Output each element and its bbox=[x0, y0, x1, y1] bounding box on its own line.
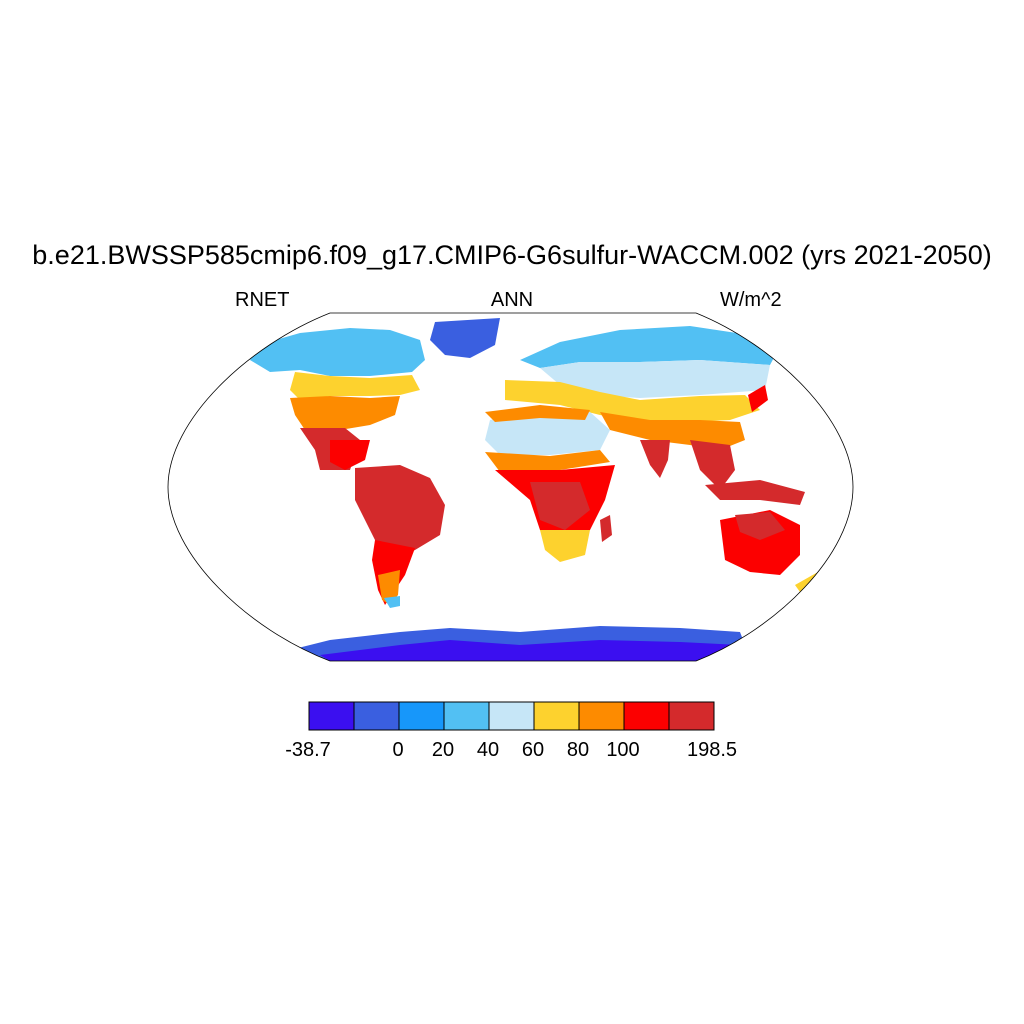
central-africa-core bbox=[530, 482, 590, 530]
colorbar-box bbox=[533, 701, 580, 731]
colorbar-box bbox=[488, 701, 535, 731]
colorbar-tick-label: 40 bbox=[476, 739, 500, 761]
colorbar-box bbox=[443, 701, 490, 731]
season-label: ANN bbox=[490, 289, 534, 311]
units-label: W/m^2 bbox=[720, 289, 782, 311]
australia-north bbox=[735, 512, 785, 540]
eurasia-north bbox=[520, 326, 778, 368]
asia-south bbox=[600, 412, 745, 450]
colorbar bbox=[308, 701, 715, 731]
eurasia-mid bbox=[540, 360, 770, 398]
north-africa-coast bbox=[485, 405, 590, 422]
southern-africa bbox=[540, 530, 590, 562]
colorbar-box bbox=[668, 701, 715, 731]
colorbar-tick-label: 20 bbox=[431, 739, 455, 761]
plot-title: b.e21.BWSSP585cmip6.f09_g17.CMIP6-G6sulf… bbox=[32, 240, 992, 270]
colorbar-tick-label: 80 bbox=[566, 739, 590, 761]
antarctica bbox=[320, 640, 740, 661]
colorbar-tick-label: 0 bbox=[392, 739, 404, 761]
south-america-north bbox=[355, 465, 445, 560]
north-america-south bbox=[290, 396, 400, 430]
japan bbox=[748, 385, 768, 412]
colorbar-box bbox=[398, 701, 445, 731]
colorbar-tick-label: 60 bbox=[521, 739, 545, 761]
north-africa bbox=[485, 410, 610, 455]
southeast-asia bbox=[690, 440, 735, 490]
colorbar-box bbox=[623, 701, 670, 731]
colorbar-tick-label: 100 bbox=[606, 739, 640, 761]
globe-outline bbox=[167, 312, 854, 662]
land-fill bbox=[250, 318, 828, 661]
patagonia bbox=[378, 570, 400, 605]
tierra-del-fuego bbox=[384, 596, 400, 608]
colorbar-box bbox=[353, 701, 400, 731]
colorbar-box bbox=[578, 701, 625, 731]
europe bbox=[505, 380, 760, 422]
north-america-north bbox=[250, 328, 425, 376]
greenland bbox=[430, 318, 500, 358]
sahel bbox=[485, 450, 610, 472]
variable-label: RNET bbox=[235, 289, 290, 311]
central-america-east bbox=[330, 440, 370, 470]
madagascar bbox=[600, 515, 612, 542]
north-america-mid bbox=[290, 372, 420, 400]
indonesia bbox=[705, 480, 805, 505]
colorbar-tick-label: -38.7 bbox=[285, 739, 331, 761]
colorbar-tick-label: 198.5 bbox=[686, 739, 738, 761]
colorbar-box bbox=[308, 701, 355, 731]
india bbox=[640, 440, 670, 478]
